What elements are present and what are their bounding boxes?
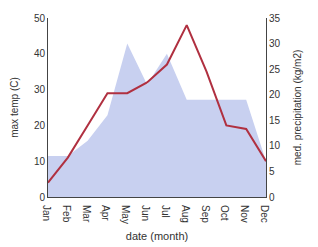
svg-text:20: 20 xyxy=(34,120,46,131)
svg-text:Sep: Sep xyxy=(200,205,211,223)
svg-text:date (month): date (month) xyxy=(126,230,188,242)
svg-text:30: 30 xyxy=(34,84,46,95)
svg-text:Feb: Feb xyxy=(61,205,72,223)
svg-text:20: 20 xyxy=(269,89,281,100)
svg-text:Aug: Aug xyxy=(180,205,191,223)
svg-text:Oct: Oct xyxy=(219,205,230,221)
svg-text:0: 0 xyxy=(269,192,275,203)
svg-text:Dec: Dec xyxy=(259,205,270,223)
svg-text:25: 25 xyxy=(269,64,281,75)
svg-text:med. precipitation (kg/m2): med. precipitation (kg/m2) xyxy=(292,50,303,166)
svg-text:50: 50 xyxy=(34,13,46,24)
svg-text:May: May xyxy=(120,205,131,224)
svg-text:Nov: Nov xyxy=(239,205,250,223)
svg-text:10: 10 xyxy=(269,140,281,151)
svg-text:30: 30 xyxy=(269,38,281,49)
svg-text:Jul: Jul xyxy=(160,205,171,218)
svg-text:max temp (C): max temp (C) xyxy=(9,77,20,138)
svg-text:Apr: Apr xyxy=(100,205,111,221)
svg-text:40: 40 xyxy=(34,48,46,59)
svg-text:0: 0 xyxy=(39,192,45,203)
svg-text:Mar: Mar xyxy=(81,205,92,223)
svg-text:10: 10 xyxy=(34,156,46,167)
svg-text:35: 35 xyxy=(269,13,281,24)
svg-text:Jan: Jan xyxy=(41,205,52,221)
svg-text:15: 15 xyxy=(269,115,281,126)
svg-text:5: 5 xyxy=(269,166,275,177)
svg-text:Jun: Jun xyxy=(140,205,151,221)
